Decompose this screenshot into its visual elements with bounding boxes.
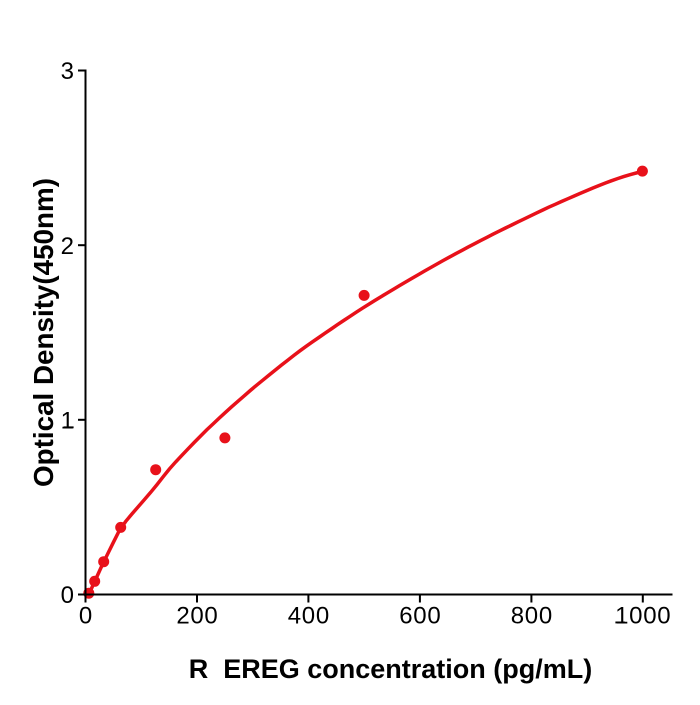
svg-text:0: 0: [61, 582, 74, 609]
svg-text:Optical Density(450nm): Optical Density(450nm): [28, 178, 59, 487]
svg-text:200: 200: [176, 602, 218, 629]
svg-text:0: 0: [79, 602, 93, 629]
svg-text:600: 600: [399, 602, 441, 629]
svg-text:800: 800: [511, 602, 553, 629]
svg-text:R EREG concentration (pg/mL): R EREG concentration (pg/mL): [189, 654, 593, 684]
svg-text:1: 1: [61, 407, 74, 434]
svg-text:3: 3: [61, 58, 74, 85]
svg-text:400: 400: [288, 602, 330, 629]
svg-text:2: 2: [61, 233, 74, 260]
svg-text:1000: 1000: [615, 602, 671, 629]
